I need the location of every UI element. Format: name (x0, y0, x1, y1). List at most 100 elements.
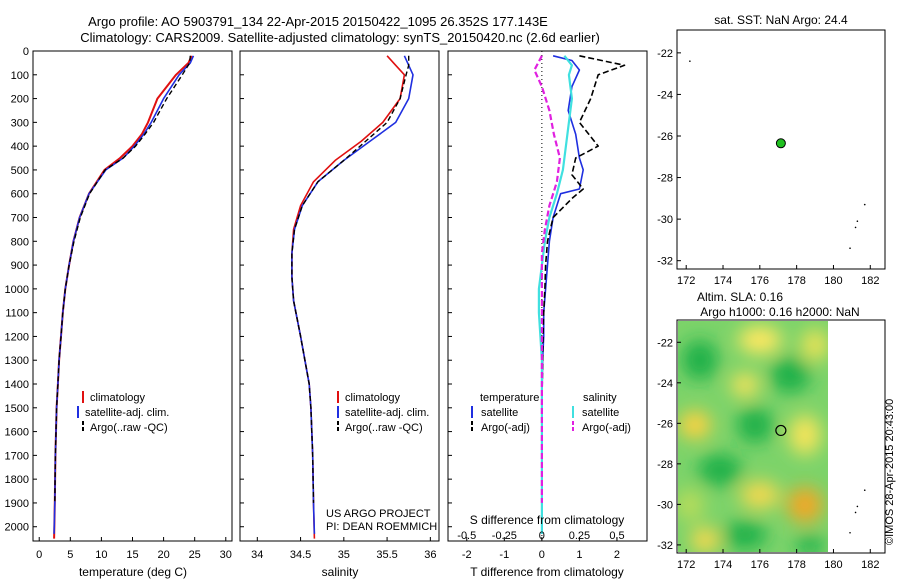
x-tick-label: 0 (539, 549, 545, 561)
x-tick-label-top: 0.5 (609, 530, 624, 542)
x-tick-label: 34.5 (290, 549, 311, 561)
salinity-xlabel: salinity (322, 565, 359, 579)
coast-dot (856, 220, 859, 222)
coast-dot (856, 505, 859, 508)
y-tick-label: 1800 (5, 474, 29, 486)
x-tick-label: 176 (751, 559, 769, 571)
chart-marks: 0100200300400500600700800900100011001200… (5, 46, 880, 571)
series-line-3 (54, 55, 191, 503)
x-tick-label: 2 (614, 549, 620, 561)
x-tick-label: 30 (220, 549, 232, 561)
y-tick-label: -30 (657, 499, 673, 511)
y-tick-label: 200 (11, 94, 29, 106)
legend-label-sal-satellite: satellite (582, 407, 619, 419)
y-tick-label: 500 (11, 165, 29, 177)
coast-dot (863, 489, 866, 491)
y-tick-label: 1200 (5, 331, 29, 343)
x-tick-label: 180 (824, 275, 842, 287)
x-tick-label: 36 (424, 549, 436, 561)
y-tick-label: -24 (657, 89, 673, 101)
sla-map-title2: Argo h1000: 0.16 h2000: NaN (700, 305, 859, 319)
x-tick-label: 10 (95, 549, 107, 561)
sst-map-title: sat. SST: NaN Argo: 24.4 (714, 13, 848, 27)
x-tick-label: -2 (462, 549, 472, 561)
y-tick-label: 600 (11, 189, 29, 201)
x-tick-label: 174 (714, 559, 732, 571)
y-tick-label: 1100 (5, 308, 29, 320)
x-tick-label: 35.5 (376, 549, 397, 561)
series-line-3 (291, 55, 410, 503)
coast-dot (854, 511, 857, 514)
profile-marker (775, 138, 786, 149)
coast-dot (854, 226, 857, 229)
x-tick-label-top: -0.5 (457, 530, 476, 542)
legend-label-temp-argo: Argo(-adj) (481, 422, 530, 434)
series-line-4 (533, 55, 562, 503)
difference-legend: temperature salinity satellite Argo(-adj… (471, 392, 631, 434)
x-tick-label: 172 (677, 559, 695, 571)
salinity-panel (239, 50, 440, 542)
y-tick-label: -32 (657, 256, 673, 268)
legend-label-argo: Argo(..raw -QC) (345, 422, 423, 434)
x-tick-label: 180 (824, 559, 842, 571)
x-tick-label: 15 (126, 549, 138, 561)
y-tick-label: -28 (657, 173, 673, 185)
series-line-3 (537, 55, 574, 534)
x-tick-label: -1 (499, 549, 509, 561)
y-tick-label: -26 (657, 418, 673, 430)
legend-label-sal-argo: Argo(-adj) (582, 422, 631, 434)
x-tick-label: 182 (861, 559, 879, 571)
credit-pi: PI: DEAN ROEMMICH (326, 521, 437, 533)
credit-project: US ARGO PROJECT (326, 508, 431, 520)
x-tick-label: 176 (751, 275, 769, 287)
x-tick-label-top: 0.25 (569, 530, 590, 542)
y-tick-label: 1700 (5, 450, 29, 462)
y-tick-label: 1400 (5, 379, 29, 391)
legend-label-temp-satellite: satellite (481, 407, 518, 419)
difference-panel (447, 50, 648, 542)
coast-dot (863, 203, 866, 206)
temperature-legend: climatology satellite-adj. clim. Argo(..… (77, 391, 169, 434)
y-tick-label: 300 (11, 117, 29, 129)
y-tick-label: 0 (23, 46, 29, 58)
header-subtitle: Climatology: CARS2009. Satellite-adjuste… (80, 30, 600, 45)
legend-title-salinity: salinity (583, 392, 617, 404)
y-tick-label: -22 (657, 48, 673, 60)
x-tick-label: 34 (251, 549, 263, 561)
x-tick-label: 172 (677, 275, 695, 287)
y-tick-label: 1000 (5, 284, 29, 296)
y-tick-label: 100 (11, 70, 29, 82)
y-tick-label: 2000 (5, 522, 29, 534)
legend-label-climatology: climatology (90, 392, 146, 404)
legend-label-satellite: satellite-adj. clim. (345, 407, 429, 419)
x-tick-label-top: -0.25 (492, 530, 517, 542)
coast-dot (849, 531, 851, 534)
x-tick-label: 1 (576, 549, 582, 561)
y-tick-label: 400 (11, 141, 29, 153)
y-tick-label: 1600 (5, 427, 29, 439)
legend-label-satellite: satellite-adj. clim. (85, 407, 169, 419)
legend-label-climatology: climatology (345, 392, 401, 404)
sla-map-title1: Altim. SLA: 0.16 (697, 290, 783, 304)
y-tick-label: -22 (657, 337, 673, 349)
y-tick-label: 1900 (5, 498, 29, 510)
x-tick-label: 182 (861, 275, 879, 287)
profile-marker (775, 424, 787, 437)
salinity-legend: climatology satellite-adj. clim. Argo(..… (326, 391, 437, 533)
temperature-panel (32, 50, 233, 542)
difference-xlabel-top: S difference from climatology (470, 513, 625, 527)
y-tick-label: 900 (11, 260, 29, 272)
x-tick-label: 5 (67, 549, 73, 561)
x-tick-label: 178 (787, 559, 805, 571)
y-tick-label: -30 (657, 214, 673, 226)
sla-heatmap (678, 321, 828, 552)
x-tick-label: 20 (157, 549, 169, 561)
x-tick-label: 0 (36, 549, 42, 561)
x-tick-label: 178 (787, 275, 805, 287)
x-tick-label: 174 (714, 275, 732, 287)
y-tick-label: -28 (657, 459, 673, 471)
x-tick-label-top: 0 (539, 530, 545, 542)
sst-map-panel (676, 29, 886, 270)
coast-dot (689, 60, 691, 62)
y-tick-label: 1300 (5, 355, 29, 367)
